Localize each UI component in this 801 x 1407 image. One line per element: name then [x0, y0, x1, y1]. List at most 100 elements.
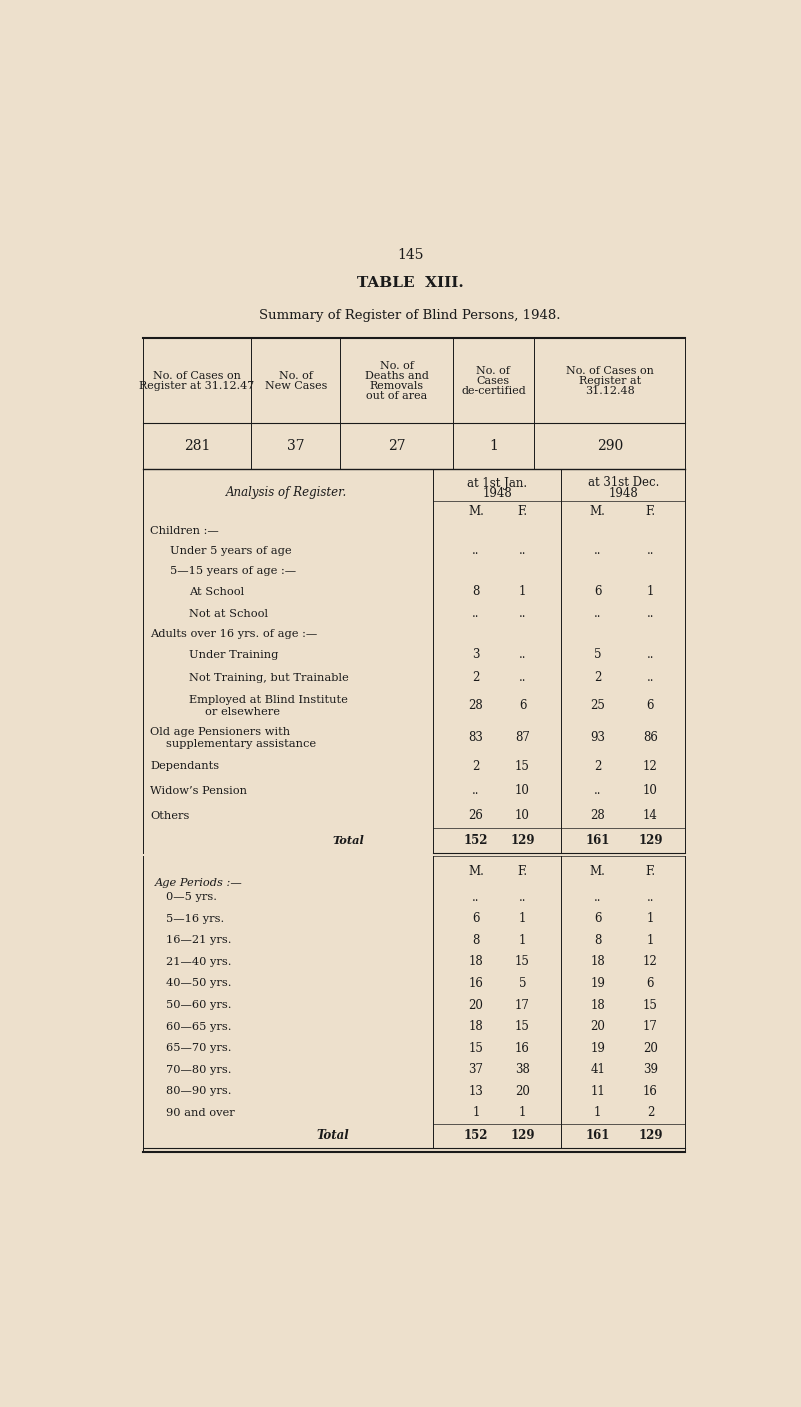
Text: Deaths and: Deaths and [364, 370, 429, 380]
Text: 65—70 yrs.: 65—70 yrs. [166, 1043, 231, 1054]
Text: 129: 129 [510, 834, 535, 847]
Text: 5: 5 [519, 976, 526, 991]
Text: 12: 12 [643, 955, 658, 968]
Text: 25: 25 [590, 699, 605, 712]
Text: Employed at Blind Institute: Employed at Blind Institute [189, 695, 348, 705]
Text: Cases: Cases [477, 376, 510, 386]
Text: 60—65 yrs.: 60—65 yrs. [166, 1021, 231, 1031]
Text: 10: 10 [515, 785, 530, 798]
Text: 6: 6 [594, 912, 602, 926]
Text: F.: F. [517, 505, 528, 518]
Text: 6: 6 [594, 585, 602, 598]
Text: No. of: No. of [477, 366, 510, 376]
Text: Others: Others [151, 810, 190, 820]
Text: New Cases: New Cases [264, 381, 327, 391]
Text: 16—21 yrs.: 16—21 yrs. [166, 936, 231, 946]
Text: ..: .. [646, 891, 654, 903]
Text: 161: 161 [586, 1130, 610, 1142]
Text: 87: 87 [515, 732, 530, 744]
Text: ..: .. [594, 785, 602, 798]
Text: 37: 37 [469, 1064, 484, 1076]
Text: supplementary assistance: supplementary assistance [166, 739, 316, 749]
Text: 1: 1 [519, 585, 526, 598]
Text: 1948: 1948 [482, 487, 512, 501]
Text: ..: .. [594, 545, 602, 557]
Text: 1: 1 [473, 1106, 480, 1120]
Text: 40—50 yrs.: 40—50 yrs. [166, 978, 231, 989]
Text: Widow’s Pension: Widow’s Pension [151, 787, 248, 796]
Text: ..: .. [646, 545, 654, 557]
Text: at 1st Jan.: at 1st Jan. [467, 477, 527, 490]
Text: 18: 18 [590, 999, 605, 1012]
Text: 281: 281 [183, 439, 210, 453]
Text: or elsewhere: or elsewhere [205, 706, 280, 716]
Text: 31.12.48: 31.12.48 [585, 386, 634, 395]
Text: 5—15 years of age :—: 5—15 years of age :— [170, 566, 296, 575]
Text: 16: 16 [643, 1085, 658, 1097]
Text: Children :—: Children :— [151, 526, 219, 536]
Text: 152: 152 [464, 834, 489, 847]
Text: 2: 2 [646, 1106, 654, 1120]
Text: 129: 129 [510, 1130, 535, 1142]
Text: Old age Pensioners with: Old age Pensioners with [151, 727, 291, 737]
Text: 1: 1 [646, 934, 654, 947]
Text: M.: M. [590, 505, 606, 518]
Text: 13: 13 [469, 1085, 484, 1097]
Text: 1: 1 [646, 912, 654, 926]
Text: 152: 152 [464, 1130, 489, 1142]
Text: Not at School: Not at School [189, 609, 268, 619]
Text: 16: 16 [469, 976, 484, 991]
Text: 2: 2 [473, 760, 480, 772]
Text: ..: .. [594, 891, 602, 903]
Text: 8: 8 [473, 585, 480, 598]
Text: 145: 145 [396, 248, 424, 262]
Text: 15: 15 [515, 1020, 530, 1033]
Text: 20: 20 [469, 999, 484, 1012]
Text: 41: 41 [590, 1064, 605, 1076]
Text: Total: Total [332, 834, 364, 846]
Text: No. of: No. of [380, 360, 413, 370]
Text: ..: .. [473, 545, 480, 557]
Text: 10: 10 [515, 809, 530, 822]
Text: 20: 20 [590, 1020, 605, 1033]
Text: at 31st Dec.: at 31st Dec. [588, 477, 659, 490]
Text: ..: .. [646, 671, 654, 684]
Text: 18: 18 [469, 1020, 483, 1033]
Text: 6: 6 [646, 976, 654, 991]
Text: Register at: Register at [578, 376, 641, 386]
Text: Adults over 16 yrs. of age :—: Adults over 16 yrs. of age :— [151, 629, 318, 639]
Text: 37: 37 [287, 439, 304, 453]
Text: 1: 1 [594, 1106, 602, 1120]
Text: 2: 2 [594, 760, 602, 772]
Text: 14: 14 [643, 809, 658, 822]
Text: Age Periods :—: Age Periods :— [155, 878, 242, 888]
Text: ..: .. [473, 891, 480, 903]
Text: M.: M. [468, 505, 484, 518]
Text: 93: 93 [590, 732, 606, 744]
Text: Dependants: Dependants [151, 761, 219, 771]
Text: 90 and over: 90 and over [166, 1107, 235, 1117]
Text: 10: 10 [643, 785, 658, 798]
Text: No. of Cases on: No. of Cases on [153, 370, 241, 380]
Text: 83: 83 [469, 732, 484, 744]
Text: 27: 27 [388, 439, 405, 453]
Text: 8: 8 [473, 934, 480, 947]
Text: de-certified: de-certified [461, 386, 525, 395]
Text: ..: .. [646, 608, 654, 620]
Text: 28: 28 [590, 809, 605, 822]
Text: Total: Total [316, 1130, 349, 1142]
Text: 86: 86 [643, 732, 658, 744]
Text: 28: 28 [469, 699, 483, 712]
Text: 1: 1 [489, 439, 498, 453]
Text: At School: At School [189, 587, 244, 597]
Text: 50—60 yrs.: 50—60 yrs. [166, 1000, 231, 1010]
Text: 17: 17 [515, 999, 530, 1012]
Text: ..: .. [646, 649, 654, 661]
Text: 15: 15 [515, 955, 530, 968]
Text: 290: 290 [597, 439, 623, 453]
Text: 15: 15 [515, 760, 530, 772]
Text: 15: 15 [469, 1041, 484, 1055]
Text: No. of: No. of [279, 370, 312, 380]
Text: F.: F. [517, 864, 528, 878]
Text: F.: F. [646, 505, 655, 518]
